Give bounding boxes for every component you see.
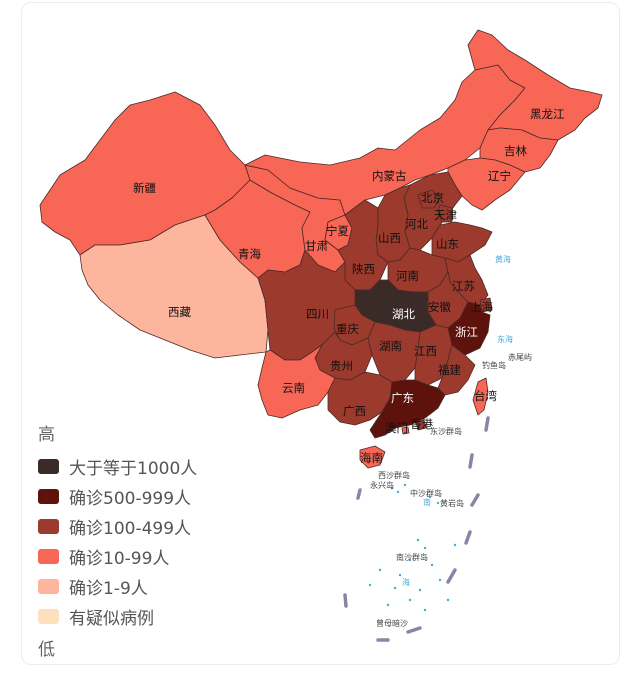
label-sichuan: 四川 <box>306 307 329 321</box>
label-jilin: 吉林 <box>504 144 527 158</box>
province-shanghai[interactable] <box>479 297 493 313</box>
legend-item[interactable]: 确诊1-9人 <box>38 571 197 601</box>
label-guizhou: 贵州 <box>330 359 353 373</box>
legend-item[interactable]: 大于等于1000人 <box>38 451 197 481</box>
province-xizang[interactable] <box>79 214 269 359</box>
legend-item-label: 确诊500-999人 <box>69 488 192 509</box>
label-beijing: 北京 <box>421 191 444 205</box>
legend-item[interactable]: 确诊100-499人 <box>38 511 197 541</box>
province-fujian[interactable] <box>437 344 476 396</box>
province-beijing[interactable] <box>417 189 441 209</box>
label-heilongjiang: 黑龙江 <box>530 107 565 121</box>
label-qinghai: 青海 <box>238 247 261 261</box>
label-liaoning: 辽宁 <box>488 169 511 183</box>
label-hunan: 湖南 <box>379 339 402 353</box>
sea-label-nansha: 南沙群岛 <box>396 552 428 562</box>
south-sea-islands <box>368 483 457 612</box>
label-henan: 河南 <box>396 269 419 283</box>
label-aomen: 澳门 <box>385 421 408 435</box>
label-chongqing: 重庆 <box>336 322 359 336</box>
sea-label-zengmu: 曾母暗沙 <box>376 618 408 628</box>
map-legend: 高 大于等于1000人 确诊500-999人 确诊100-499人 确诊10-99人确… <box>38 420 197 660</box>
label-hebei: 河北 <box>405 217 428 231</box>
label-fujian: 福建 <box>438 363 461 377</box>
label-gansu: 甘肃 <box>305 239 328 253</box>
label-shandong: 山东 <box>436 237 459 251</box>
sea-label-nanhai-2: 海 <box>402 577 410 587</box>
label-neimenggu: 内蒙古 <box>372 169 407 183</box>
province-hainan[interactable] <box>359 445 386 469</box>
nine-dash-line <box>343 416 490 642</box>
sea-label-dongsha: 东沙群岛 <box>430 426 462 436</box>
label-yunnan: 云南 <box>282 381 305 395</box>
label-guangxi: 广西 <box>343 404 366 418</box>
legend-swatch <box>38 578 59 594</box>
sea-label-nanhai-1: 南 <box>423 497 431 507</box>
label-hainan: 海南 <box>360 451 383 465</box>
label-tianjin: 天津 <box>434 208 457 222</box>
label-jiangxi: 江西 <box>414 344 437 358</box>
label-guangdong: 广东 <box>391 391 414 405</box>
sea-label-chiweiyu: 赤尾屿 <box>508 353 532 362</box>
label-jiangsu: 江苏 <box>452 279 475 293</box>
legend-item-label: 有疑似病例 <box>69 608 154 629</box>
legend-item[interactable]: 确诊500-999人 <box>38 481 197 511</box>
sea-label-yongxing: 永兴岛 <box>370 480 394 490</box>
legend-item-label: 大于等于1000人 <box>69 458 198 479</box>
legend-swatch <box>38 608 59 624</box>
label-anhui: 安徽 <box>428 300 451 314</box>
label-shaanxi: 陕西 <box>352 262 375 276</box>
legend-item-label: 确诊100-499人 <box>69 518 192 539</box>
label-hubei: 湖北 <box>392 307 415 321</box>
legend-high-label: 高 <box>38 425 55 445</box>
sea-label-xisha: 西沙群岛 <box>378 470 410 480</box>
sea-label-diaoyudao: 钓鱼岛 <box>482 360 506 370</box>
legend-swatch <box>38 518 59 534</box>
legend-item[interactable]: 有疑似病例 <box>38 601 197 631</box>
label-xizang: 西藏 <box>168 305 191 319</box>
province-tianjin[interactable] <box>437 204 453 223</box>
province-heilongjiang[interactable] <box>467 29 603 141</box>
legend-item-label: 确诊1-9人 <box>69 578 148 599</box>
label-xianggang: 香港 <box>410 417 433 431</box>
label-shanxi: 山西 <box>378 231 401 245</box>
legend-item[interactable]: 确诊10-99人 <box>38 541 197 571</box>
province-aomen[interactable] <box>401 426 410 435</box>
legend-swatch <box>38 458 59 474</box>
sea-label-zhongsha: 中沙群岛 <box>410 488 442 498</box>
legend-swatch <box>38 548 59 564</box>
sea-label-huangyan: 黄岩岛 <box>440 498 464 508</box>
province-taiwan[interactable] <box>472 377 489 416</box>
legend-item-label: 确诊10-99人 <box>69 548 170 569</box>
legend-low-label: 低 <box>38 640 55 660</box>
label-xinjiang: 新疆 <box>133 181 156 195</box>
province-xianggang[interactable] <box>415 419 427 431</box>
label-ningxia: 宁夏 <box>326 224 349 238</box>
legend-swatch <box>38 488 59 504</box>
sea-label-donghai: 东海 <box>497 334 513 344</box>
label-zhejiang: 浙江 <box>455 325 478 339</box>
province-hunan[interactable] <box>367 321 421 383</box>
label-shanghai: 上海 <box>470 300 493 314</box>
label-taiwan: 台湾 <box>474 389 497 403</box>
legend-rows: 大于等于1000人 确诊500-999人 确诊100-499人 确诊10-99人 确诊1… <box>38 451 197 631</box>
sea-label-huanghai: 黄海 <box>495 254 511 264</box>
